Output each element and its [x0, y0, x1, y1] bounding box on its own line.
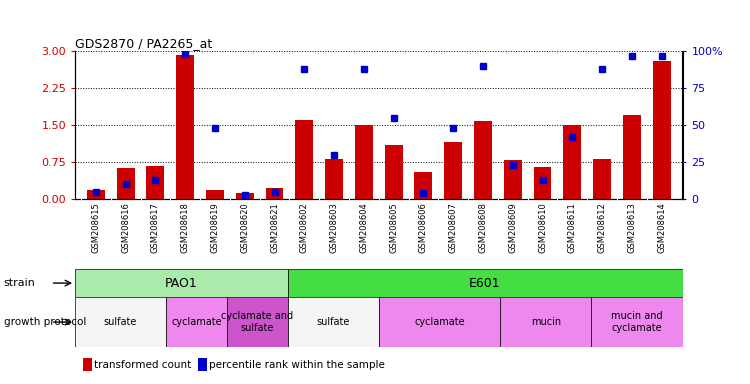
Text: GSM208602: GSM208602: [300, 203, 309, 253]
Text: GSM208613: GSM208613: [628, 203, 637, 253]
Bar: [593, 159, 611, 199]
Text: E601: E601: [470, 276, 501, 290]
Bar: [166, 297, 226, 347]
Bar: [226, 297, 288, 347]
Text: GSM208603: GSM208603: [329, 203, 338, 253]
Text: GSM208614: GSM208614: [657, 203, 666, 253]
Text: mucin: mucin: [531, 317, 561, 327]
Text: GSM208617: GSM208617: [151, 203, 160, 253]
Text: GSM208621: GSM208621: [270, 203, 279, 253]
Text: percentile rank within the sample: percentile rank within the sample: [209, 359, 386, 369]
Text: cyclamate: cyclamate: [171, 317, 222, 327]
Text: GSM208605: GSM208605: [389, 203, 398, 253]
Bar: [75, 297, 166, 347]
Text: GSM208607: GSM208607: [448, 203, 458, 253]
Text: transformed count: transformed count: [94, 359, 191, 369]
Text: cyclamate and
sulfate: cyclamate and sulfate: [221, 311, 293, 333]
Text: GSM208604: GSM208604: [359, 203, 368, 253]
Text: sulfate: sulfate: [104, 317, 137, 327]
Bar: [296, 120, 314, 199]
Bar: [533, 167, 551, 199]
Bar: [75, 269, 288, 297]
Text: GSM208611: GSM208611: [568, 203, 577, 253]
Bar: [206, 190, 224, 199]
Bar: [500, 297, 591, 347]
Text: GSM208610: GSM208610: [538, 203, 547, 253]
Text: GSM208608: GSM208608: [478, 203, 488, 253]
Text: strain: strain: [4, 278, 36, 288]
Text: mucin and
cyclamate: mucin and cyclamate: [611, 311, 663, 333]
Bar: [652, 61, 670, 199]
Bar: [288, 269, 682, 297]
Text: GSM208620: GSM208620: [240, 203, 249, 253]
Text: GSM208615: GSM208615: [92, 203, 100, 253]
Text: PAO1: PAO1: [165, 276, 198, 290]
Bar: [288, 297, 379, 347]
Bar: [176, 55, 194, 199]
Bar: [591, 297, 682, 347]
Text: GDS2870 / PA2265_at: GDS2870 / PA2265_at: [75, 37, 212, 50]
Text: cyclamate: cyclamate: [414, 317, 465, 327]
Text: growth protocol: growth protocol: [4, 317, 86, 327]
Text: GSM208616: GSM208616: [122, 203, 130, 253]
Text: GSM208618: GSM208618: [181, 203, 190, 253]
Bar: [379, 297, 500, 347]
Text: GSM208606: GSM208606: [419, 203, 428, 253]
Bar: [236, 193, 254, 199]
Bar: [444, 142, 462, 199]
Bar: [355, 125, 373, 199]
Text: sulfate: sulfate: [316, 317, 350, 327]
Bar: [326, 159, 343, 199]
Text: GSM208612: GSM208612: [598, 203, 607, 253]
Bar: [504, 160, 522, 199]
Bar: [623, 115, 640, 199]
Bar: [87, 190, 105, 199]
Bar: [266, 188, 284, 199]
Bar: [146, 166, 164, 199]
Bar: [117, 168, 134, 199]
Bar: [474, 121, 492, 199]
Bar: [385, 145, 403, 199]
Bar: [563, 125, 581, 199]
Bar: [415, 172, 432, 199]
Text: GSM208619: GSM208619: [211, 203, 220, 253]
Text: GSM208609: GSM208609: [509, 203, 518, 253]
